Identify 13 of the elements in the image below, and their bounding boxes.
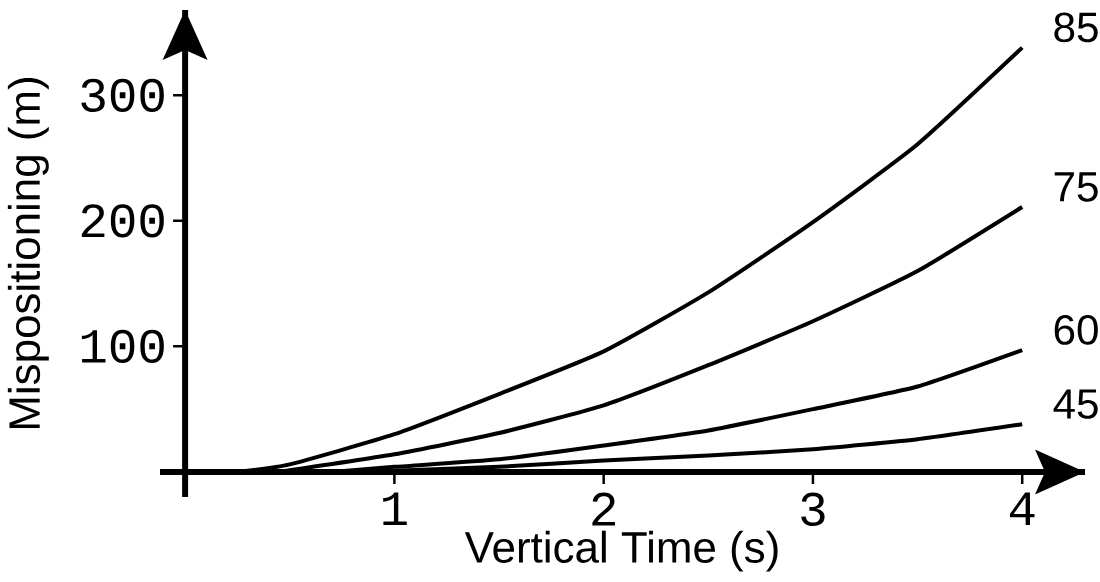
series-label: 85 [1054, 12, 1098, 43]
y-tick-label: 100 [81, 329, 164, 364]
x-axis-title: Vertical Time (s) [464, 530, 778, 572]
y-tick-label: 300 [81, 78, 164, 113]
series-label: 75 [1054, 172, 1098, 202]
x-tick-label: 1 [383, 492, 407, 525]
x-tick-label: 4 [1009, 492, 1035, 525]
y-tick-label: 200 [81, 204, 164, 238]
series-label: 60 [1054, 314, 1098, 345]
series-label: 45 [1053, 389, 1098, 419]
y-axis-title: Mispositioning (m) [7, 78, 49, 429]
x-tick-label: 2 [592, 492, 615, 526]
x-tick-label: 3 [801, 492, 825, 526]
